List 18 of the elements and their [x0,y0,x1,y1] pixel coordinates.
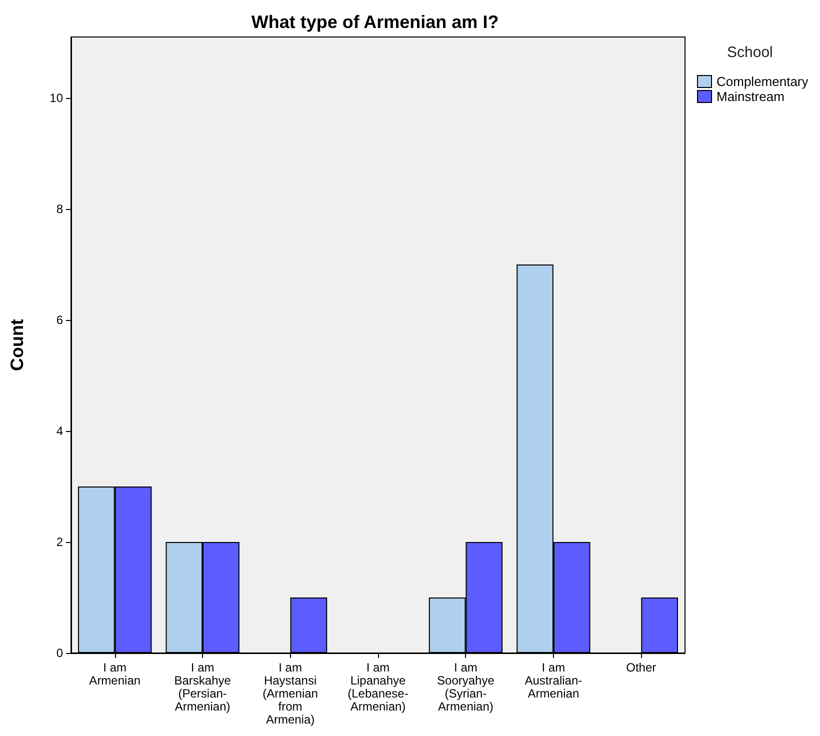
legend-title: School [727,44,773,61]
x-tick-label: Other [626,660,656,674]
y-tick-label: 2 [56,535,64,550]
x-tick-label: I am Australian-Armenian [524,660,582,700]
x-tick-label: I am Haystansi (Armenian from Armenia) [262,660,318,726]
y-axis-title: Count [7,319,27,371]
y-tick-label: 10 [50,91,64,106]
chart-title: What type of Armenian am I? [251,12,499,32]
y-tick-label: 0 [56,646,64,660]
x-tick-label: I am Barskahye (Persian-Armenian) [174,660,232,714]
y-tick-label: 6 [56,313,64,328]
x-tick-label: I am Lipanahye (Lebanese-Armenian) [348,660,408,714]
x-tick-label: I am Armenian [89,660,141,688]
legend-label: Mainstream [716,89,784,104]
legend-label: Complementary [716,74,809,89]
x-tick-label: I am Sooryahye (Syrian-Armenian) [437,660,495,714]
y-tick-label: 4 [56,424,64,438]
y-tick-label: 8 [56,202,64,216]
